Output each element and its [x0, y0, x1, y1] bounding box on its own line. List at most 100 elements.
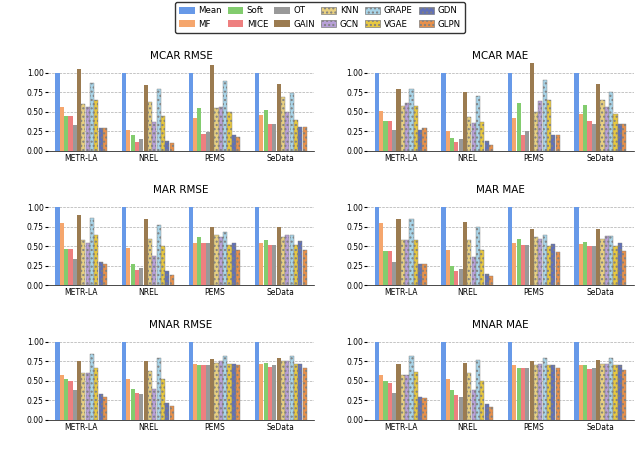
Bar — [379, 111, 383, 151]
Bar — [410, 219, 413, 286]
Bar — [214, 235, 219, 286]
Bar — [294, 364, 298, 420]
Bar — [152, 389, 156, 420]
Bar — [418, 130, 422, 151]
Bar — [445, 380, 450, 420]
Bar — [236, 365, 240, 420]
Bar — [56, 342, 60, 420]
Bar — [60, 107, 64, 151]
Bar — [90, 354, 94, 420]
Bar — [383, 251, 388, 286]
Bar — [64, 380, 68, 420]
Bar — [73, 259, 77, 286]
Bar — [521, 134, 525, 151]
Bar — [618, 365, 622, 420]
Bar — [388, 251, 392, 286]
Bar — [583, 105, 588, 151]
Bar — [281, 237, 285, 286]
Bar — [547, 247, 551, 286]
Bar — [103, 264, 107, 286]
Bar — [414, 372, 418, 420]
Bar — [489, 145, 493, 151]
Bar — [538, 239, 542, 286]
Bar — [94, 100, 99, 151]
Bar — [445, 250, 450, 286]
Bar — [281, 97, 285, 151]
Bar — [259, 115, 264, 151]
Bar — [122, 73, 126, 151]
Bar — [94, 368, 99, 420]
Bar — [588, 369, 591, 420]
Bar — [516, 239, 521, 286]
Bar — [268, 245, 272, 286]
Title: MCAR MAE: MCAR MAE — [472, 50, 529, 60]
Bar — [206, 132, 210, 151]
Bar — [551, 244, 556, 286]
Bar — [600, 100, 605, 151]
Bar — [512, 365, 516, 420]
Bar — [401, 106, 405, 151]
Bar — [575, 207, 579, 286]
Bar — [476, 227, 480, 286]
Bar — [73, 125, 77, 151]
Bar — [189, 73, 193, 151]
Bar — [379, 223, 383, 286]
Bar — [264, 363, 268, 420]
Bar — [588, 121, 591, 151]
Bar — [294, 120, 298, 151]
Bar — [135, 393, 139, 420]
Bar — [422, 264, 426, 286]
Bar — [303, 250, 307, 286]
Bar — [232, 135, 236, 151]
Bar — [445, 131, 450, 151]
Bar — [268, 367, 272, 420]
Bar — [298, 364, 303, 420]
Bar — [551, 135, 556, 151]
Bar — [197, 237, 201, 286]
Bar — [273, 124, 276, 151]
Bar — [476, 96, 480, 151]
Bar — [392, 130, 396, 151]
Bar — [534, 237, 538, 286]
Bar — [401, 375, 405, 420]
Bar — [259, 242, 264, 286]
Bar — [556, 252, 559, 286]
Bar — [609, 93, 613, 151]
Bar — [223, 356, 227, 420]
Bar — [161, 379, 165, 420]
Bar — [126, 248, 131, 286]
Bar — [285, 112, 289, 151]
Bar — [290, 356, 294, 420]
Bar — [454, 395, 458, 420]
Bar — [463, 92, 467, 151]
Bar — [618, 124, 622, 151]
Bar — [512, 242, 516, 286]
Bar — [450, 138, 454, 151]
Bar — [392, 262, 396, 286]
Bar — [547, 100, 551, 151]
Bar — [131, 135, 135, 151]
Bar — [521, 368, 525, 420]
Bar — [442, 207, 445, 286]
Title: MNAR MAE: MNAR MAE — [472, 320, 529, 330]
Bar — [525, 368, 529, 420]
Bar — [613, 247, 618, 286]
Bar — [375, 342, 379, 420]
Bar — [143, 361, 148, 420]
Bar — [219, 107, 223, 151]
Bar — [575, 342, 579, 420]
Bar — [73, 390, 77, 420]
Bar — [193, 118, 197, 151]
Bar — [223, 81, 227, 151]
Bar — [206, 242, 210, 286]
Bar — [484, 141, 489, 151]
Bar — [414, 240, 418, 286]
Bar — [481, 122, 484, 151]
Title: MAR MAE: MAR MAE — [476, 185, 525, 195]
Bar — [148, 102, 152, 151]
Bar — [140, 268, 143, 286]
Bar — [609, 358, 613, 420]
Bar — [264, 240, 268, 286]
Bar — [596, 360, 600, 420]
Bar — [596, 228, 600, 286]
